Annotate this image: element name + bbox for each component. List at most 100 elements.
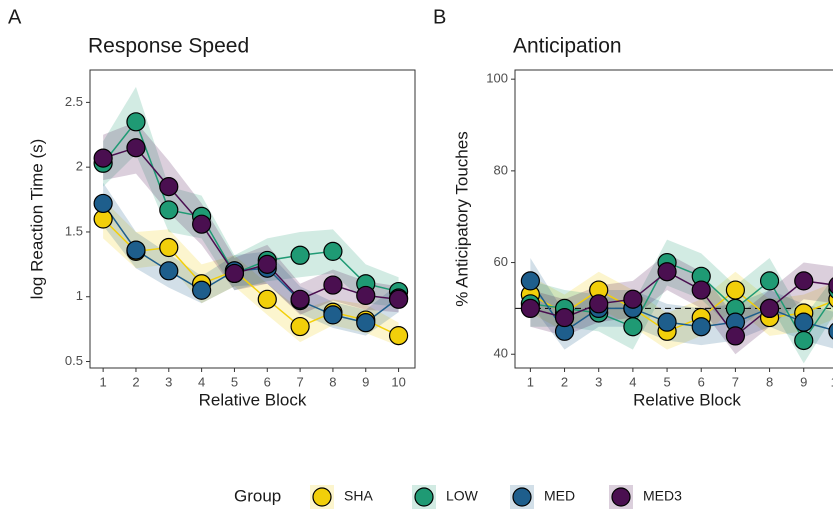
y-tick-label: 1 [76, 288, 83, 303]
ci-ribbon [103, 182, 399, 336]
x-tick-label: 2 [561, 374, 568, 389]
data-point [290, 316, 310, 337]
x-tick-label: 5 [663, 374, 670, 389]
data-point [192, 214, 212, 234]
x-tick-label: 8 [766, 374, 773, 389]
data-point [126, 240, 146, 260]
legend-label: LOW [446, 488, 479, 504]
y-tick-label: 60 [494, 254, 508, 269]
data-point [257, 289, 277, 309]
x-tick-label: 4 [629, 374, 636, 389]
data-point [759, 271, 780, 291]
x-tick-label: 4 [198, 374, 205, 389]
legend-swatch [611, 487, 631, 507]
y-tick-label: 40 [494, 346, 508, 361]
plot-area [93, 86, 409, 346]
y-tick-label: 100 [486, 71, 508, 86]
y-axis-label: % Anticipatory Touches [452, 131, 471, 306]
series-line [102, 120, 399, 293]
data-point [657, 312, 677, 332]
x-tick-label: 6 [264, 374, 271, 389]
y-tick-label: 80 [494, 162, 508, 177]
data-point [159, 237, 179, 258]
data-point [520, 298, 540, 318]
data-point [126, 138, 146, 158]
data-point [691, 280, 711, 300]
x-tick-label: 1 [100, 374, 107, 389]
plot-area [515, 239, 833, 364]
x-tick-label: 6 [698, 374, 705, 389]
legend-title: Group [234, 486, 281, 505]
x-tick-label: 8 [329, 374, 336, 389]
data-point [159, 177, 179, 197]
y-tick-label: 2 [76, 159, 83, 174]
data-point [725, 280, 746, 300]
data-point [93, 148, 113, 168]
data-point [159, 200, 179, 220]
data-point [290, 289, 310, 309]
x-tick-label: 9 [800, 374, 807, 389]
x-tick-label: 7 [732, 374, 739, 389]
data-point [794, 330, 814, 351]
data-point [725, 326, 746, 346]
data-point [356, 285, 376, 306]
data-point [290, 245, 310, 265]
legend-label: SHA [344, 488, 373, 504]
data-point [623, 317, 643, 337]
y-tick-label: 2.5 [65, 94, 83, 109]
series-line [102, 218, 399, 337]
legend-label: MED3 [643, 488, 682, 504]
data-point [192, 280, 212, 300]
data-point [759, 298, 780, 318]
ci-ribbon [530, 253, 833, 355]
data-point [356, 313, 376, 333]
data-point [794, 271, 814, 291]
series-line [102, 146, 399, 301]
legend-swatch [312, 487, 332, 507]
data-point [623, 289, 643, 309]
x-tick-label: 10 [831, 374, 833, 389]
x-tick-label: 3 [165, 374, 172, 389]
data-point [126, 112, 146, 132]
data-point [388, 289, 409, 309]
y-tick-label: 1.5 [65, 223, 83, 238]
ci-ribbon [530, 257, 833, 350]
chart-title: Response Speed [88, 35, 249, 58]
panel-border [514, 69, 833, 369]
x-tick-label: 10 [391, 374, 405, 389]
x-axis-label: Relative Block [633, 390, 741, 409]
y-axis-label: log Reaction Time (s) [27, 139, 46, 300]
data-point [323, 305, 343, 325]
data-point [224, 263, 245, 284]
x-tick-label: 2 [132, 374, 139, 389]
legend-swatch [512, 487, 532, 507]
data-point [657, 262, 677, 282]
x-tick-label: 3 [595, 374, 602, 389]
data-point [794, 312, 814, 332]
panel-label: A [8, 6, 22, 28]
data-point [93, 193, 113, 214]
data-point [159, 261, 179, 281]
data-point [828, 277, 833, 294]
x-tick-label: 7 [296, 374, 303, 389]
data-point [554, 307, 575, 328]
x-tick-label: 1 [527, 374, 534, 389]
chart-title: Anticipation [513, 35, 622, 58]
data-point [691, 317, 711, 337]
data-point [257, 254, 277, 274]
data-point [520, 271, 540, 291]
series-line [529, 280, 833, 333]
panel-border [89, 69, 416, 369]
data-point [589, 294, 609, 314]
data-point [828, 323, 833, 340]
ci-ribbon [530, 239, 833, 364]
data-point [323, 241, 343, 261]
series-line [530, 270, 833, 337]
panel-label: B [433, 6, 446, 28]
legend-label: MED [544, 488, 575, 504]
x-axis-label: Relative Block [199, 390, 307, 409]
y-tick-label: 0.5 [65, 353, 83, 368]
x-tick-label: 9 [362, 374, 369, 389]
